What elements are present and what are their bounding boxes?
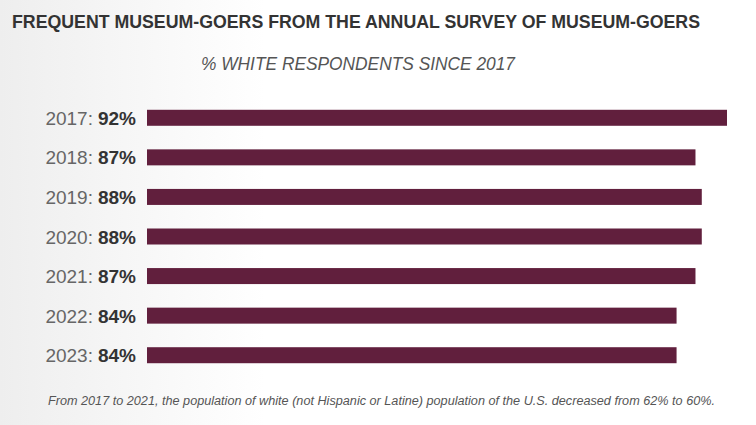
value-label: 84% xyxy=(98,345,136,366)
chart-svg: FREQUENT MUSEUM-GOERS FROM THE ANNUAL SU… xyxy=(0,0,756,425)
category-label: 2018: xyxy=(45,147,93,168)
category-label: 2017: xyxy=(45,108,93,129)
category-label: 2020: xyxy=(45,227,93,248)
row-label: 2022:84% xyxy=(45,306,136,327)
row-label: 2018:87% xyxy=(45,147,136,168)
bar xyxy=(147,347,677,363)
category-label: 2021: xyxy=(45,266,93,287)
category-label: 2022: xyxy=(45,306,93,327)
value-label: 87% xyxy=(98,266,136,287)
chart-container: FREQUENT MUSEUM-GOERS FROM THE ANNUAL SU… xyxy=(0,0,756,425)
category-label: 2023: xyxy=(45,345,93,366)
row-label: 2019:88% xyxy=(45,187,136,208)
value-label: 88% xyxy=(98,187,136,208)
bar xyxy=(147,308,677,324)
row-label: 2023:84% xyxy=(45,345,136,366)
row-label: 2021:87% xyxy=(45,266,136,287)
value-label: 88% xyxy=(98,227,136,248)
category-label: 2019: xyxy=(45,187,93,208)
subtitle: % WHITE RESPONDENTS SINCE 2017 xyxy=(201,54,516,74)
footnote: From 2017 to 2021, the population of whi… xyxy=(48,394,715,408)
value-label: 92% xyxy=(98,108,136,129)
bar xyxy=(147,229,702,245)
bar xyxy=(147,189,702,205)
bar xyxy=(147,149,695,165)
row-label: 2017:92% xyxy=(45,108,136,129)
value-label: 87% xyxy=(98,147,136,168)
labels: 2017:92%2018:87%2019:88%2020:88%2021:87%… xyxy=(45,108,136,366)
row-label: 2020:88% xyxy=(45,227,136,248)
background xyxy=(0,0,756,425)
bar xyxy=(147,110,727,126)
bars xyxy=(147,110,727,363)
bar xyxy=(147,268,695,284)
title: FREQUENT MUSEUM-GOERS FROM THE ANNUAL SU… xyxy=(12,12,700,32)
value-label: 84% xyxy=(98,306,136,327)
